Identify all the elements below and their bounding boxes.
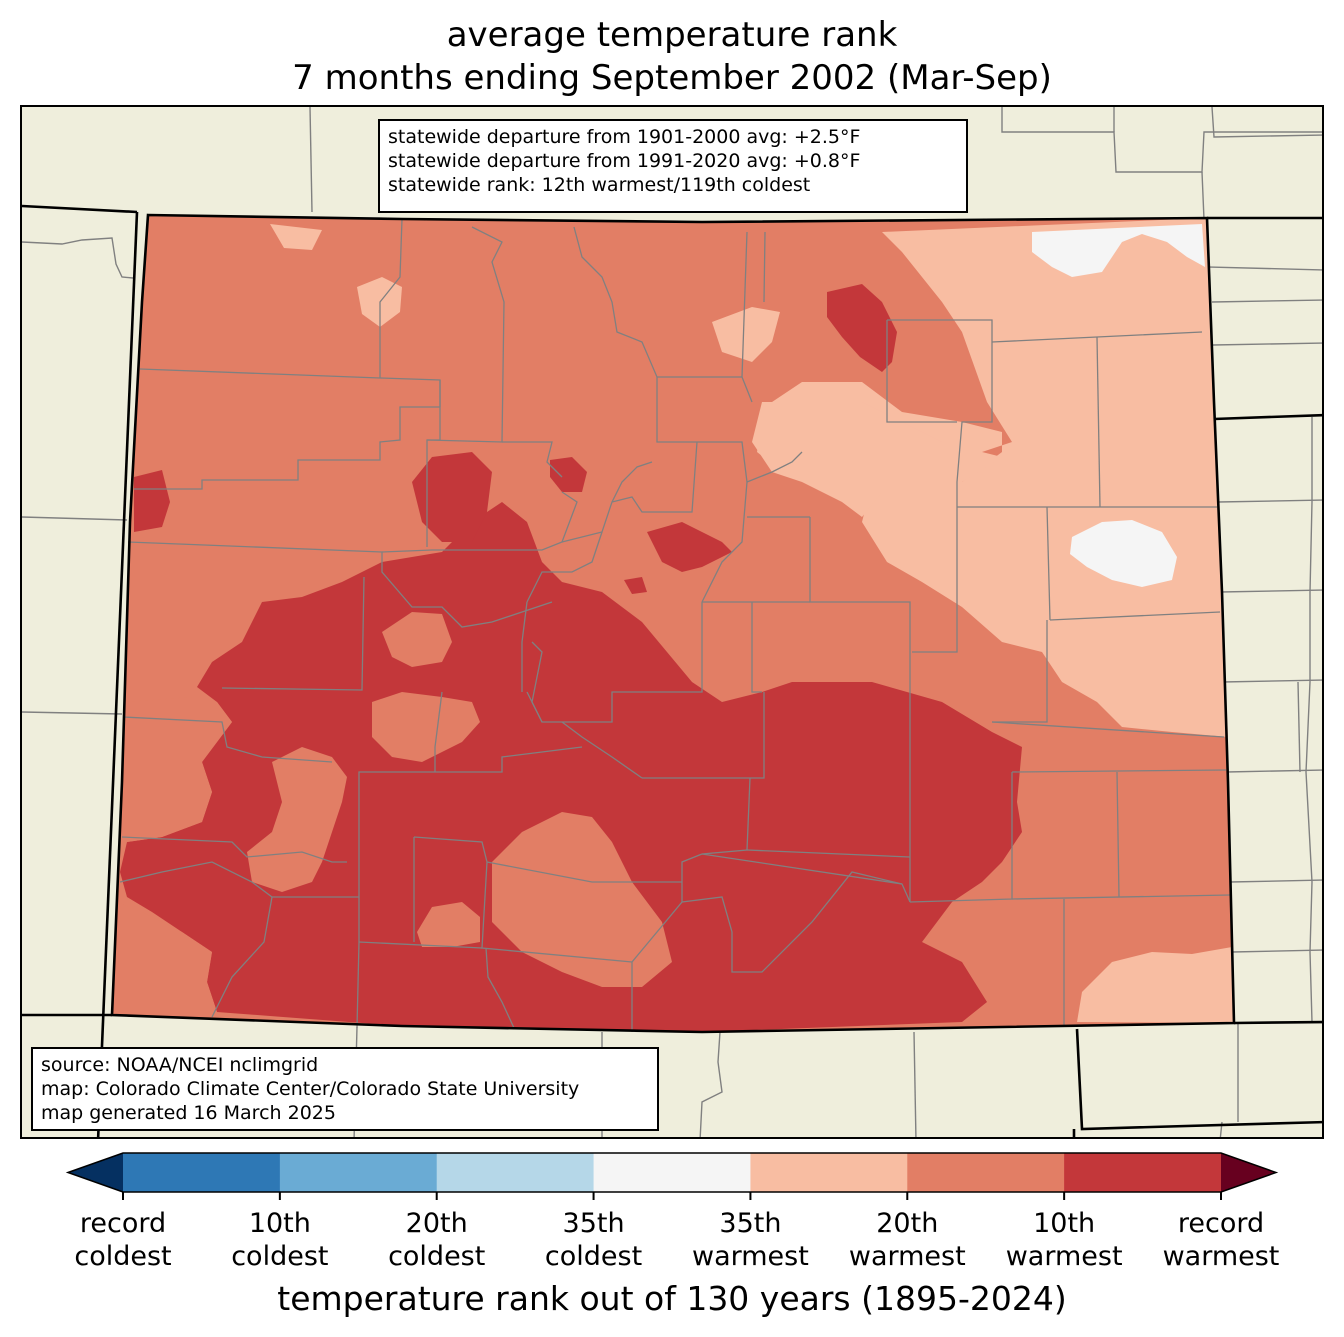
map-subtitle: 7 months ending September 2002 (Mar-Sep) [292, 58, 1052, 98]
colorbar-extend-cold [68, 1153, 123, 1192]
colorado-map [22, 107, 1322, 1137]
rank-region-10th-warmest-north-park [412, 452, 492, 542]
colorbar-tick-label: 35th coldest [514, 1207, 674, 1273]
departure-1991-2020: statewide departure from 1991-2020 avg: … [388, 150, 861, 172]
tick-label-side: coldest [388, 1241, 486, 1272]
tick-label-rank: 10th [248, 1208, 311, 1239]
colorbar-segment [123, 1153, 281, 1192]
tick-label-side: coldest [231, 1241, 329, 1272]
colorbar-segment [907, 1153, 1065, 1192]
tick-label-side: warmest [1162, 1241, 1280, 1272]
tick-label-rank: 35th [562, 1208, 625, 1239]
tick-label-side: coldest [74, 1241, 172, 1272]
statewide-stats-box: statewide departure from 1901-2000 avg: … [378, 119, 968, 213]
colorbar [65, 1152, 1279, 1200]
rank-region-10th-warmest-small [550, 457, 587, 492]
rank-region-10th-warmest-west [134, 470, 170, 532]
source-box: source: NOAA/NCEI nclimgrid map: Colorad… [31, 1047, 659, 1131]
colorbar-tick-label: record coldest [43, 1207, 203, 1273]
colorbar-tick-label: record warmest [1141, 1207, 1301, 1273]
colorado-county-lines [119, 218, 1231, 1032]
rank-region-35th-warmest-north [712, 307, 780, 362]
rank-region-20th-warmest-elk [382, 612, 452, 667]
rank-region-20th-warmest-gunnison [372, 692, 480, 762]
colorbar-extend-warm [1221, 1153, 1276, 1192]
tick-label-rank: 35th [719, 1208, 782, 1239]
colorbar-tick-label: 10th coldest [200, 1207, 360, 1273]
rank-region-35th-warmest-ne [757, 218, 1228, 737]
rank-shading [112, 215, 1234, 1032]
rank-region-35th-warmest-top [270, 224, 322, 250]
source-text: source: NOAA/NCEI nclimgrid [41, 1054, 319, 1076]
statewide-rank: statewide rank: 12th warmest/119th colde… [388, 174, 811, 196]
map-credit-text: map: Colorado Climate Center/Colorado St… [41, 1078, 580, 1100]
colorbar-tick-label: 10th warmest [984, 1207, 1144, 1273]
tick-label-side: coldest [544, 1241, 643, 1272]
tick-label-side: warmest [692, 1241, 809, 1272]
rank-region-near-normal-ne [1032, 224, 1205, 277]
tick-label-rank: 20th [876, 1208, 939, 1239]
colorbar-segment [593, 1153, 751, 1192]
map-title: average temperature rank [446, 15, 898, 55]
colorbar-label: temperature rank out of 130 years (1895-… [277, 1279, 1067, 1318]
rank-region-10th-warmest-dot [624, 577, 647, 594]
rank-region-10th-warmest-ne [827, 284, 897, 372]
colorbar-tick-label: 35th warmest [670, 1207, 830, 1273]
rank-region-20th-warmest-sw [112, 902, 217, 1015]
tick-label-rank: record [79, 1208, 167, 1239]
rank-region-20th-warmest-upper [127, 697, 232, 762]
rank-region-10th-warmest-central [647, 522, 732, 572]
rank-region-10th-warmest-south [120, 502, 1022, 1032]
rank-region-20th-warmest-san-luis [492, 812, 672, 987]
colorbar-segment [750, 1153, 908, 1192]
colorbar-tick-label: 20th coldest [357, 1207, 517, 1273]
rank-region-near-normal-east [1070, 520, 1177, 587]
tick-label-rank: 10th [1033, 1208, 1096, 1239]
generated-date-text: map generated 16 March 2025 [41, 1102, 336, 1124]
colorbar-segment [436, 1153, 595, 1192]
tick-label-rank: 20th [405, 1208, 468, 1239]
colorbar-segment [1064, 1153, 1222, 1192]
state-borders [22, 204, 1322, 1137]
rank-region-35th-warmest-front-range [752, 402, 1002, 517]
colorado-border [110, 213, 1236, 1034]
tick-label-side: warmest [1005, 1241, 1123, 1272]
rank-region-20th-warmest-valley [417, 902, 480, 947]
colorbar-tick-label: 20th warmest [827, 1207, 987, 1273]
map-panel [20, 105, 1324, 1139]
neighbor-county-lines [22, 107, 1322, 1137]
rank-region-20th-warmest-western [122, 762, 212, 842]
tick-label-rank: record [1177, 1208, 1265, 1239]
colorbar-segment [279, 1153, 438, 1192]
rank-region-20th-warmest-san-juan [247, 747, 347, 892]
departure-1901-2000: statewide departure from 1901-2000 avg: … [388, 126, 861, 148]
tick-label-side: warmest [848, 1241, 966, 1272]
rank-region-35th-warmest-se [1077, 947, 1234, 1023]
